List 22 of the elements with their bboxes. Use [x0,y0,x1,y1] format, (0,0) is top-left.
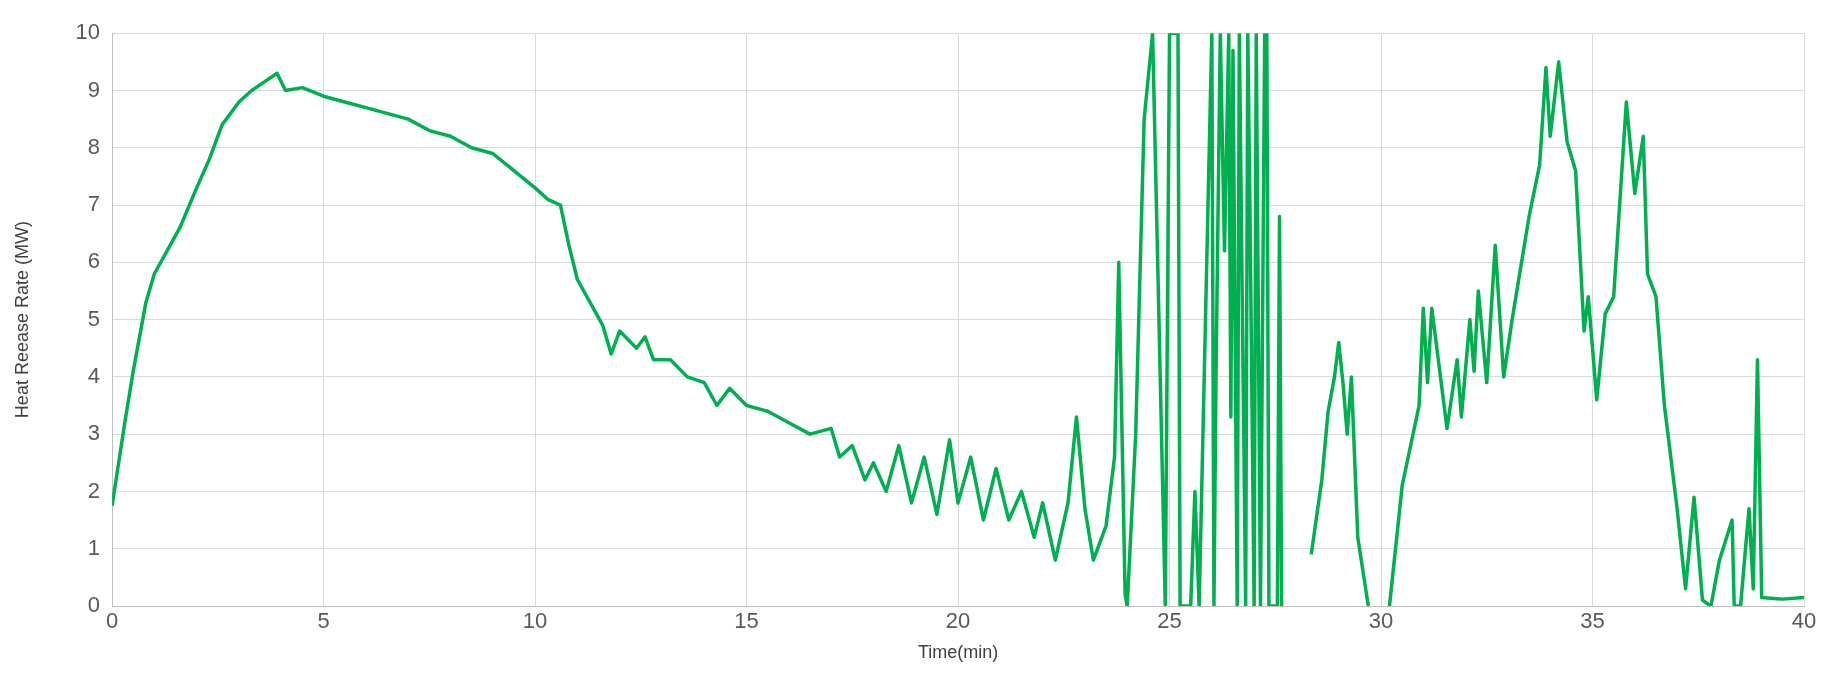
y-tick-label: 1 [87,534,101,560]
x-tick-label: 25 [1157,608,1182,634]
y-tick-label: 0 [87,592,101,618]
x-axis-title: Time(min) [917,642,999,663]
y-tick-label: 5 [87,305,101,331]
x-tick-label: 30 [1368,608,1394,634]
y-tick-label: 2 [87,477,101,503]
x-tick-label: 10 [522,608,548,634]
y-tick-label: 10 [75,19,101,45]
x-tick-label: 20 [945,608,971,634]
y-axis-title: Heat Reease Rate (MW) [11,221,32,419]
x-tick-label: 40 [1791,608,1817,634]
x-tick-label: 0 [105,608,119,634]
y-tick-label: 8 [87,133,101,159]
y-tick-label: 6 [87,248,101,274]
y-tick-label: 7 [87,191,101,217]
y-tick-label: 3 [87,420,101,446]
x-tick-label: 5 [317,608,330,634]
y-tick-label: 9 [87,76,101,102]
x-tick-label: 35 [1580,608,1605,634]
y-tick-label: 4 [87,362,101,388]
x-tick-label: 15 [734,608,759,634]
